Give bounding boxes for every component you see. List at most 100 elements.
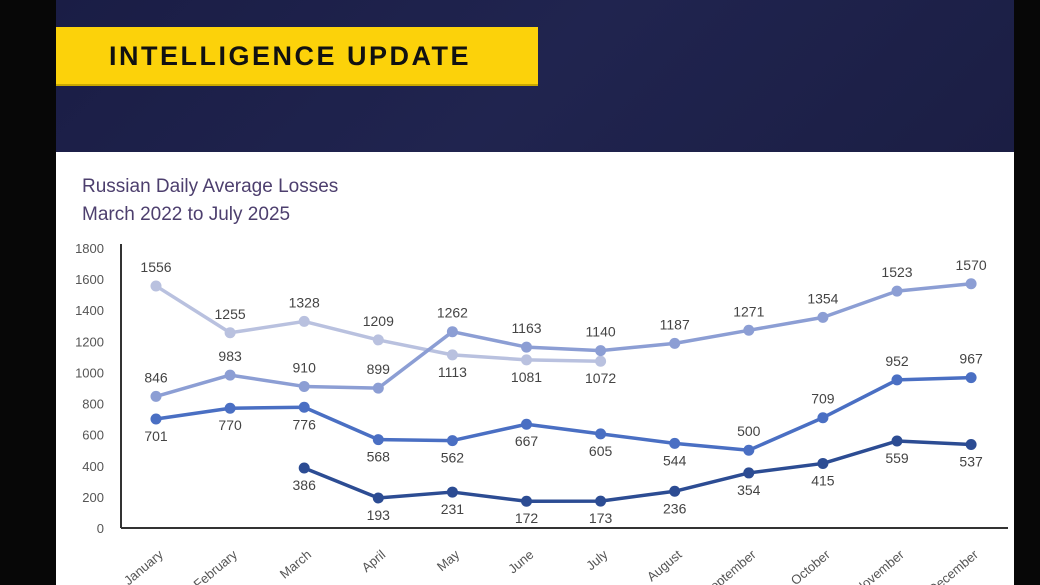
data-point-2022 — [595, 495, 607, 507]
y-tick-label: 200 — [82, 490, 104, 505]
x-tick-label: October — [788, 546, 834, 585]
y-tick-label: 1200 — [75, 334, 104, 349]
data-point-2025 — [595, 355, 607, 367]
data-point-2024 — [743, 324, 755, 336]
data-label-2024: 899 — [367, 361, 391, 377]
data-point-2024 — [891, 285, 903, 297]
data-point-2022 — [521, 495, 532, 507]
data-label-2024: 1140 — [586, 324, 616, 340]
data-point-2025 — [298, 315, 310, 327]
data-label-2023: 562 — [441, 450, 465, 466]
data-label-2024: 1570 — [956, 257, 987, 273]
data-point-2024 — [372, 382, 384, 394]
data-label-2024: 1523 — [881, 264, 912, 280]
data-point-2022 — [965, 438, 977, 450]
data-label-2023: 952 — [885, 353, 909, 369]
x-tick-label: April — [359, 547, 389, 575]
x-tick-label: February — [191, 546, 241, 585]
series-line-2023 — [155, 375, 972, 452]
x-tick-label: May — [434, 546, 463, 574]
data-point-2025 — [521, 354, 532, 366]
y-tick-label: 0 — [97, 521, 104, 536]
data-point-2023 — [521, 418, 532, 430]
data-label-2023: 667 — [515, 433, 539, 449]
data-label-2023: 568 — [367, 449, 391, 465]
data-label-2022: 172 — [515, 510, 539, 526]
data-label-2022: 231 — [441, 501, 465, 517]
data-label-2022: 193 — [367, 507, 391, 523]
y-tick-label: 600 — [82, 428, 104, 443]
data-point-2024 — [298, 380, 310, 392]
data-label-2024: 1163 — [511, 320, 541, 336]
data-label-2022: 236 — [663, 500, 687, 516]
intelligence-update-banner: INTELLIGENCE UPDATE — [56, 27, 538, 86]
data-label-2023: 544 — [663, 452, 687, 468]
data-point-2023 — [150, 413, 162, 425]
y-tick-label: 1800 — [75, 241, 104, 256]
x-tick-label: June — [505, 547, 536, 577]
y-tick-label: 1400 — [75, 303, 104, 318]
data-point-2023 — [965, 372, 977, 384]
data-label-2022: 354 — [737, 482, 761, 498]
data-point-2023 — [743, 444, 755, 456]
data-label-2024: 1187 — [660, 316, 690, 332]
data-point-2024 — [224, 369, 236, 381]
data-label-2023: 605 — [589, 443, 613, 459]
data-label-2025: 1113 — [438, 364, 467, 380]
data-point-2022 — [298, 462, 310, 474]
data-label-2023: 701 — [144, 428, 168, 444]
intelligence-card: INTELLIGENCE UPDATE Russian Daily Averag… — [56, 0, 1014, 585]
data-point-2022 — [743, 467, 755, 479]
data-label-2023: 776 — [293, 416, 317, 432]
data-point-2023 — [669, 437, 681, 449]
data-point-2024 — [521, 341, 532, 353]
data-point-2025 — [446, 349, 458, 361]
x-tick-label: December — [925, 546, 981, 585]
data-label-2023: 967 — [959, 351, 983, 367]
data-label-2024: 846 — [144, 369, 168, 385]
data-point-2022 — [891, 435, 903, 447]
data-point-2024 — [817, 311, 829, 323]
series-line-2024 — [155, 282, 972, 399]
chart-title: Russian Daily Average Losses — [82, 176, 339, 197]
data-point-2024 — [669, 337, 681, 349]
data-point-2025 — [150, 280, 162, 292]
data-label-2022: 173 — [589, 510, 613, 526]
y-tick-label: 400 — [82, 459, 104, 474]
y-tick-label: 1000 — [75, 365, 104, 380]
data-label-2025: 1328 — [289, 294, 320, 310]
data-label-2023: 500 — [737, 423, 761, 439]
data-point-2023 — [595, 428, 607, 440]
data-point-2023 — [372, 434, 384, 446]
data-point-2024 — [595, 345, 607, 357]
data-label-2024: 983 — [218, 348, 242, 364]
data-label-2023: 709 — [811, 391, 835, 407]
data-label-2022: 537 — [959, 453, 983, 469]
y-tick-label: 1600 — [75, 272, 104, 287]
data-point-2022 — [669, 485, 681, 497]
x-tick-label: September — [700, 546, 759, 585]
data-label-2022: 559 — [885, 450, 909, 466]
data-label-2024: 1354 — [807, 290, 838, 306]
data-label-2024: 910 — [293, 359, 317, 375]
chart-subtitle: March 2022 to July 2025 — [82, 204, 291, 225]
y-tick-label: 800 — [82, 397, 104, 412]
data-label-2025: 1081 — [511, 369, 542, 385]
data-point-2025 — [372, 334, 384, 346]
data-point-2023 — [298, 401, 310, 413]
data-label-2025: 1209 — [363, 313, 394, 329]
data-label-2022: 386 — [293, 477, 317, 493]
x-tick-label: July — [583, 546, 611, 573]
x-tick-label: March — [277, 547, 314, 582]
data-label-2025: 1556 — [140, 259, 171, 275]
data-point-2023 — [446, 435, 458, 447]
data-point-2024 — [446, 326, 458, 338]
data-label-2025: 1072 — [585, 370, 616, 386]
data-point-2025 — [224, 327, 236, 339]
data-point-2024 — [965, 278, 977, 290]
data-point-2023 — [891, 374, 903, 386]
series-line-2022 — [303, 439, 972, 503]
x-tick-label: August — [644, 547, 685, 585]
data-label-2022: 415 — [811, 472, 835, 488]
